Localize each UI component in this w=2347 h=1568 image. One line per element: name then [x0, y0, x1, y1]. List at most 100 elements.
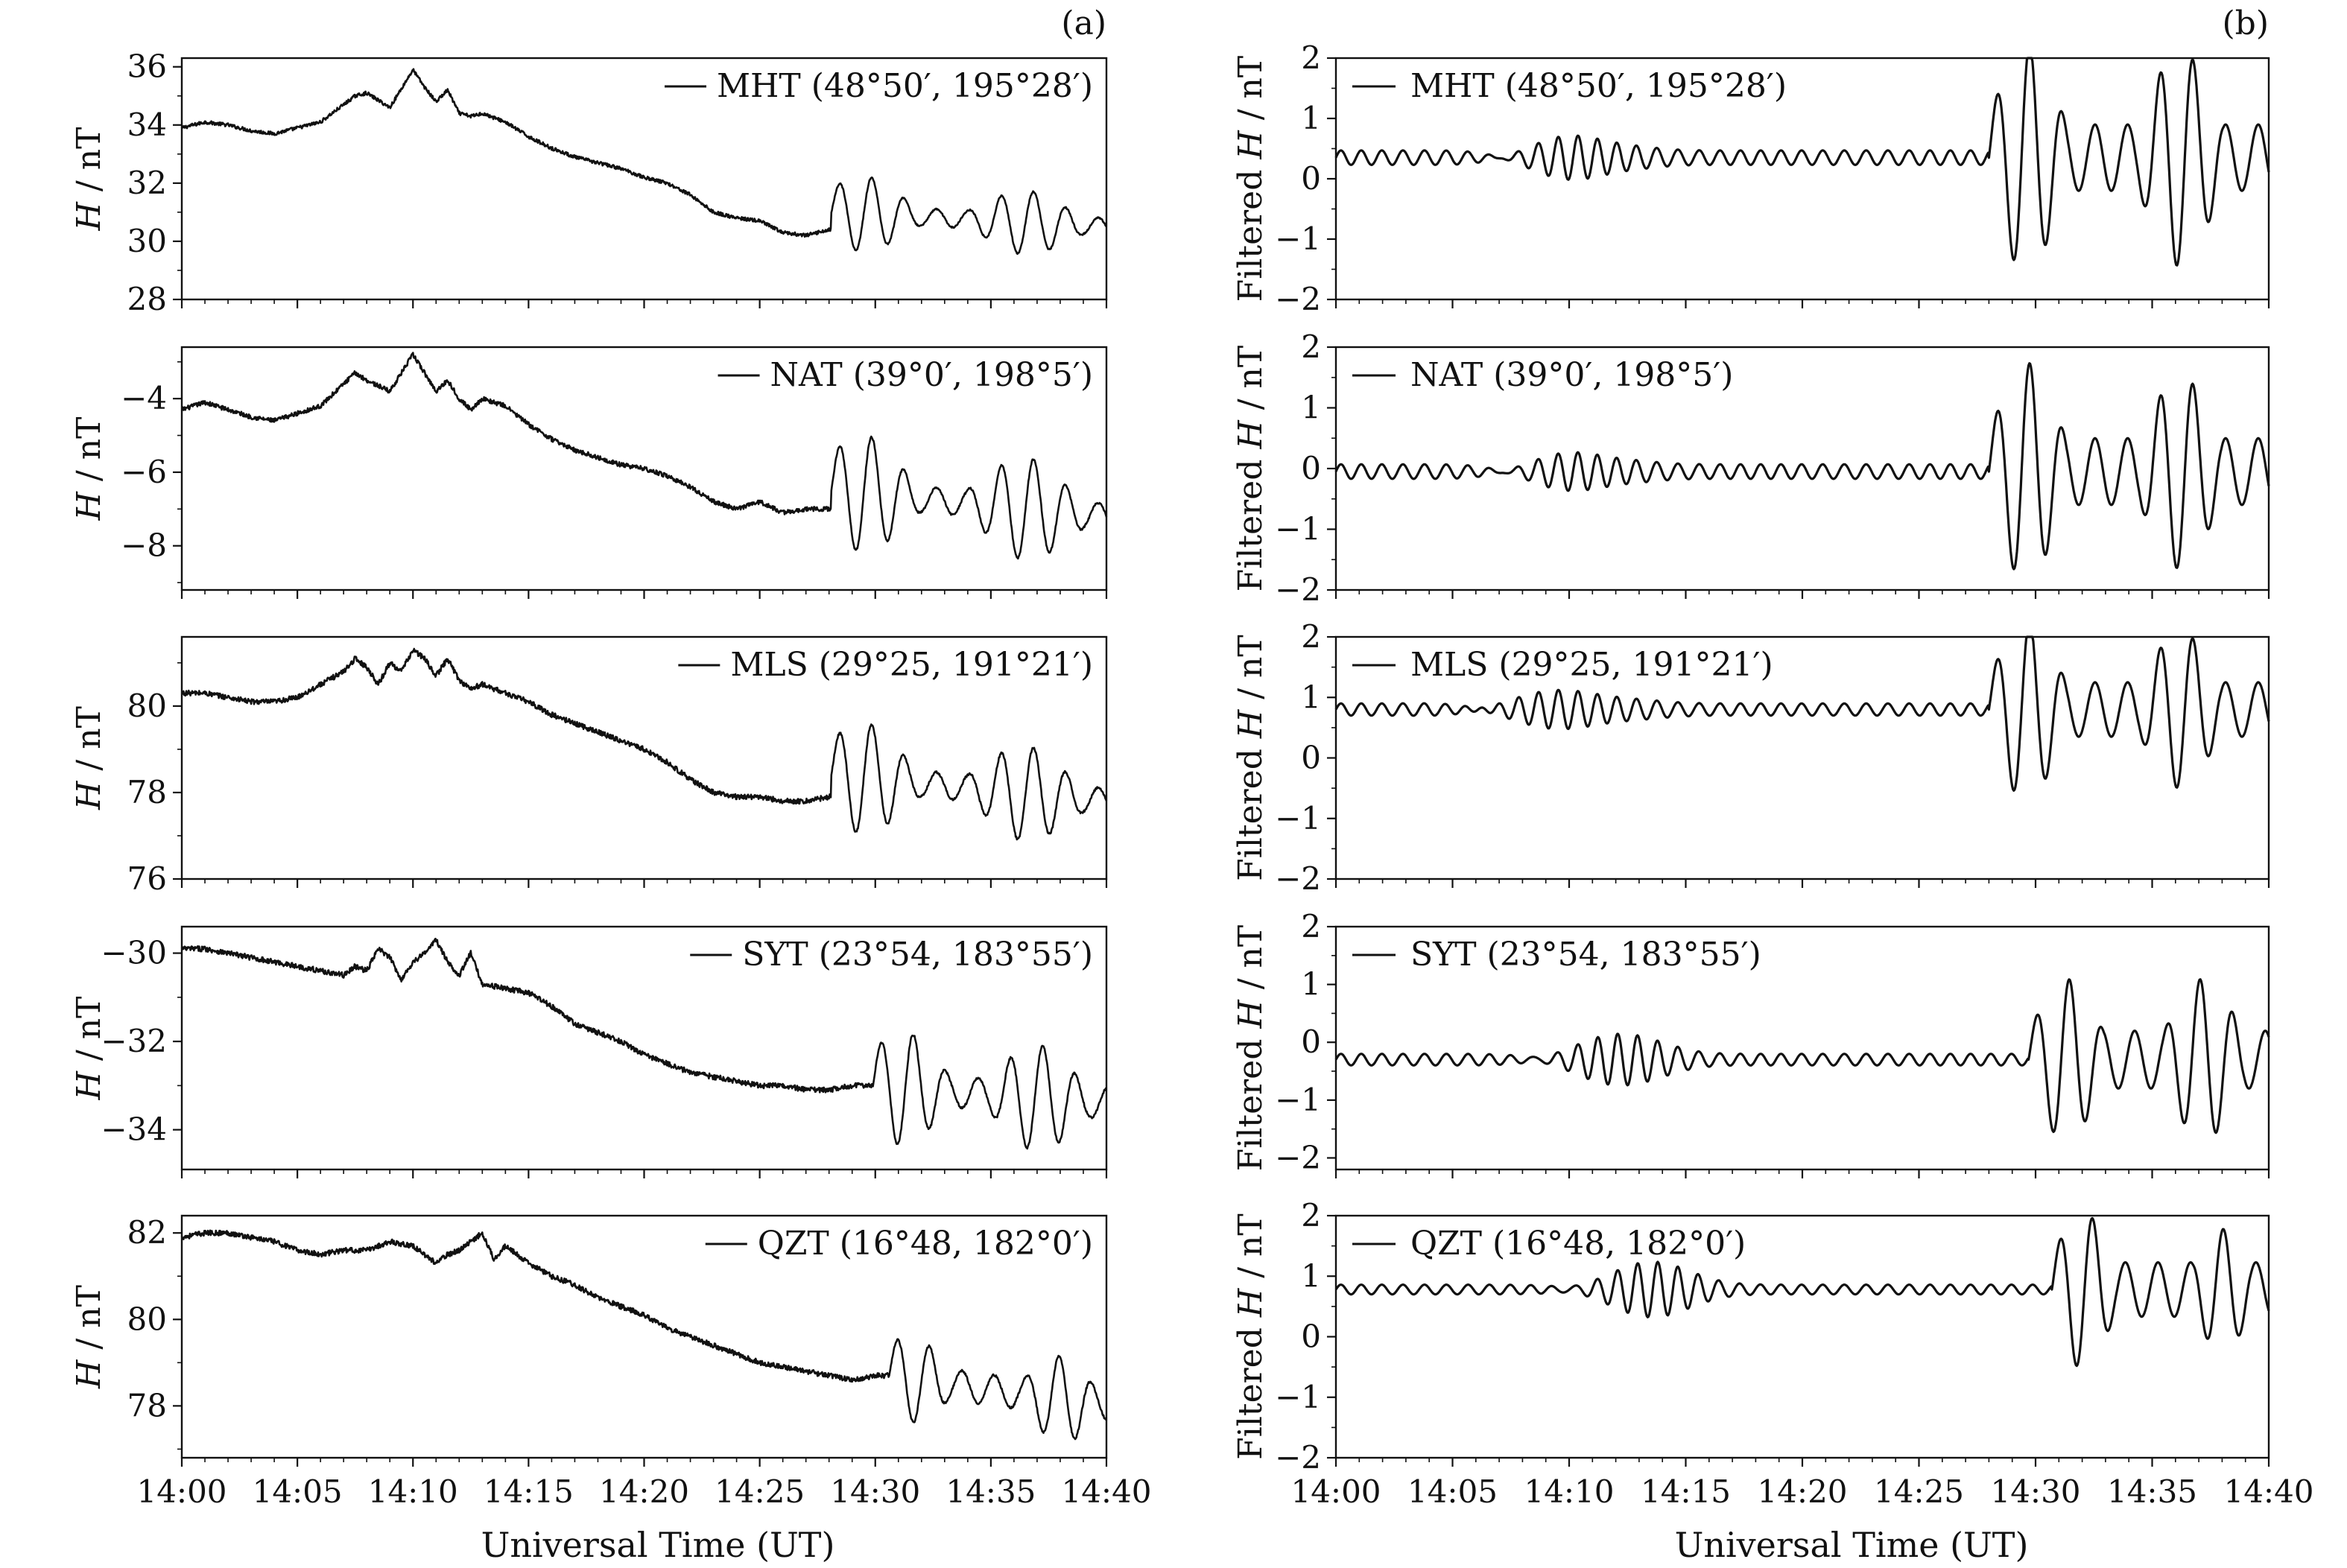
legend-label: NAT (39°0′, 198°5′) [1410, 356, 1733, 394]
y-tick-label: −1 [1275, 1379, 1321, 1415]
y-tick-label: 1 [1301, 1257, 1321, 1294]
y-tick-label: 1 [1301, 390, 1321, 426]
series-line-qzt [1334, 1216, 2270, 1368]
y-tick-label: 78 [127, 1387, 167, 1423]
subplot-a-mls: 76 78 80 H / nT MLS (29°25, 191°21′) [70, 635, 1108, 897]
legend-label: QZT (16°48, 182°0′) [758, 1225, 1093, 1263]
y-tick-label: 76 [127, 860, 167, 897]
series-line-qzt [180, 1229, 1108, 1441]
x-tick-label: 14:00 [136, 1473, 227, 1510]
x-tick-label: 14:15 [1641, 1473, 1731, 1510]
y-axis-label: Filtered H / nT [1232, 925, 1270, 1171]
series-line-nat [181, 352, 1108, 560]
legend-label: MHT (48°50′, 195°28′) [1410, 67, 1787, 105]
y-tick-label: −2 [1275, 1439, 1321, 1476]
legend-label: NAT (39°0′, 198°5′) [770, 356, 1093, 394]
y-axis-label: Filtered H / nT [1232, 56, 1270, 302]
x-tick-label: 14:40 [1061, 1473, 1151, 1510]
panel-b-label: (b) [2223, 4, 2270, 42]
x-tick-label: 14:05 [253, 1473, 343, 1510]
x-tick-label: 14:15 [484, 1473, 574, 1510]
y-tick-label: 2 [1301, 908, 1321, 945]
series-line-mht [1334, 57, 2270, 267]
y-tick-label: −2 [1275, 281, 1321, 317]
x-tick-label: 14:30 [830, 1473, 920, 1510]
y-tick-label: 32 [127, 165, 167, 201]
series-line-mls [181, 647, 1108, 841]
x-tick-label: 14:05 [1407, 1473, 1498, 1510]
x-tick-label: 14:25 [715, 1473, 805, 1510]
y-axis-label: H / nT [70, 127, 108, 232]
y-tick-label: 2 [1301, 1197, 1321, 1234]
y-tick-label: 36 [127, 48, 167, 85]
y-tick-label: 82 [127, 1214, 167, 1251]
y-tick-label: −1 [1275, 1082, 1321, 1118]
y-tick-label: 1 [1301, 966, 1321, 1003]
x-tick-label: 14:40 [2223, 1473, 2313, 1510]
series-line-mls [1334, 635, 2270, 792]
legend-label: MHT (48°50′, 195°28′) [717, 67, 1093, 105]
subplot-b-mls: −2 −1 0 1 2 Filtered H / nT MLS (29°25, 191°21… [1232, 618, 2270, 897]
series-line-syt [180, 937, 1108, 1150]
series-line-mht [180, 68, 1107, 255]
y-tick-label: 28 [127, 281, 167, 317]
x-tick-label: 14:10 [1524, 1473, 1614, 1510]
y-tick-label: −8 [121, 527, 167, 564]
x-tick-label: 14:30 [1990, 1473, 2080, 1510]
y-tick-label: 78 [127, 774, 167, 810]
y-tick-label: −1 [1275, 511, 1321, 547]
subplot-a-qzt: 78 80 82 14:00 14:05 14:10 14:15 14:20 14:25 14:3… [70, 1214, 1152, 1510]
y-tick-label: 0 [1301, 1318, 1321, 1355]
subplots: 28 30 32 34 36 H / nT MHT (48°50′, 195°28′) −8 −… [70, 39, 2314, 1510]
x-tick-label: 14:35 [946, 1473, 1036, 1510]
y-tick-label: 0 [1301, 450, 1321, 486]
y-tick-label: 1 [1301, 679, 1321, 715]
y-tick-label: −4 [121, 380, 167, 416]
y-tick-label: 1 [1301, 100, 1321, 136]
y-tick-label: 2 [1301, 618, 1321, 655]
y-tick-label: −32 [101, 1023, 167, 1059]
x-axis-title-a: Universal Time (UT) [481, 1525, 835, 1565]
x-tick-label: 14:35 [2107, 1473, 2197, 1510]
y-tick-label: −1 [1275, 220, 1321, 257]
y-tick-label: 80 [127, 688, 167, 724]
y-tick-label: −34 [101, 1111, 167, 1148]
legend-label: MLS (29°25, 191°21′) [1410, 646, 1773, 684]
y-axis-label: Filtered H / nT [1232, 1213, 1270, 1459]
y-axis-label: Filtered H / nT [1232, 346, 1270, 591]
y-tick-label: −2 [1275, 1139, 1321, 1175]
y-tick-label: 30 [127, 223, 167, 259]
y-tick-label: −30 [101, 935, 167, 971]
y-tick-label: 80 [127, 1301, 167, 1337]
y-axis-label: H / nT [70, 997, 108, 1101]
subplot-a-nat: −8 −6 −4 H / nT NAT (39°0′, 198°5′) [70, 346, 1108, 599]
y-axis-label: H / nT [70, 417, 108, 521]
x-tick-label: 14:25 [1874, 1473, 1964, 1510]
subplot-b-nat: −2 −1 0 1 2 Filtered H / nT NAT (39°0′, 198°5′… [1232, 328, 2270, 608]
y-axis-label: Filtered H / nT [1232, 635, 1270, 880]
y-axis-label: H / nT [70, 706, 108, 810]
series-line-syt [1334, 978, 2270, 1134]
y-tick-label: −1 [1275, 800, 1321, 837]
legend-label: QZT (16°48, 182°0′) [1410, 1225, 1746, 1263]
subplot-b-mht: −2 −1 0 1 2 Filtered H / nT MHT (48°50′, 195°2… [1232, 39, 2270, 317]
x-tick-label: 14:20 [1757, 1473, 1847, 1510]
legend-label: MLS (29°25, 191°21′) [730, 646, 1093, 684]
series-line-nat [1334, 362, 2270, 571]
y-tick-label: −2 [1275, 860, 1321, 897]
subplot-b-qzt: −2 −1 0 1 2 14:00 14:05 14:10 14:15 14:20 14:25 14:… [1232, 1197, 2314, 1510]
x-tick-label: 14:10 [368, 1473, 458, 1510]
panel-a-label: (a) [1061, 4, 1106, 42]
y-tick-label: 0 [1301, 1023, 1321, 1060]
subplot-a-syt: −34 −32 −30 H / nT SYT (23°54, 183°55′) [70, 925, 1108, 1178]
y-tick-label: 0 [1301, 740, 1321, 776]
y-tick-label: 2 [1301, 39, 1321, 76]
subplot-b-syt: −2 −1 0 1 2 Filtered H / nT SYT (23°54, 183°55… [1232, 908, 2270, 1178]
x-tick-label: 14:00 [1290, 1473, 1381, 1510]
x-axis-title-b: Universal Time (UT) [1675, 1525, 2029, 1565]
y-tick-label: −2 [1275, 571, 1321, 608]
y-tick-label: 34 [127, 107, 167, 143]
subplot-a-mht: 28 30 32 34 36 H / nT MHT (48°50′, 195°28′) [70, 48, 1108, 317]
legend-label: SYT (23°54, 183°55′) [1410, 936, 1761, 974]
